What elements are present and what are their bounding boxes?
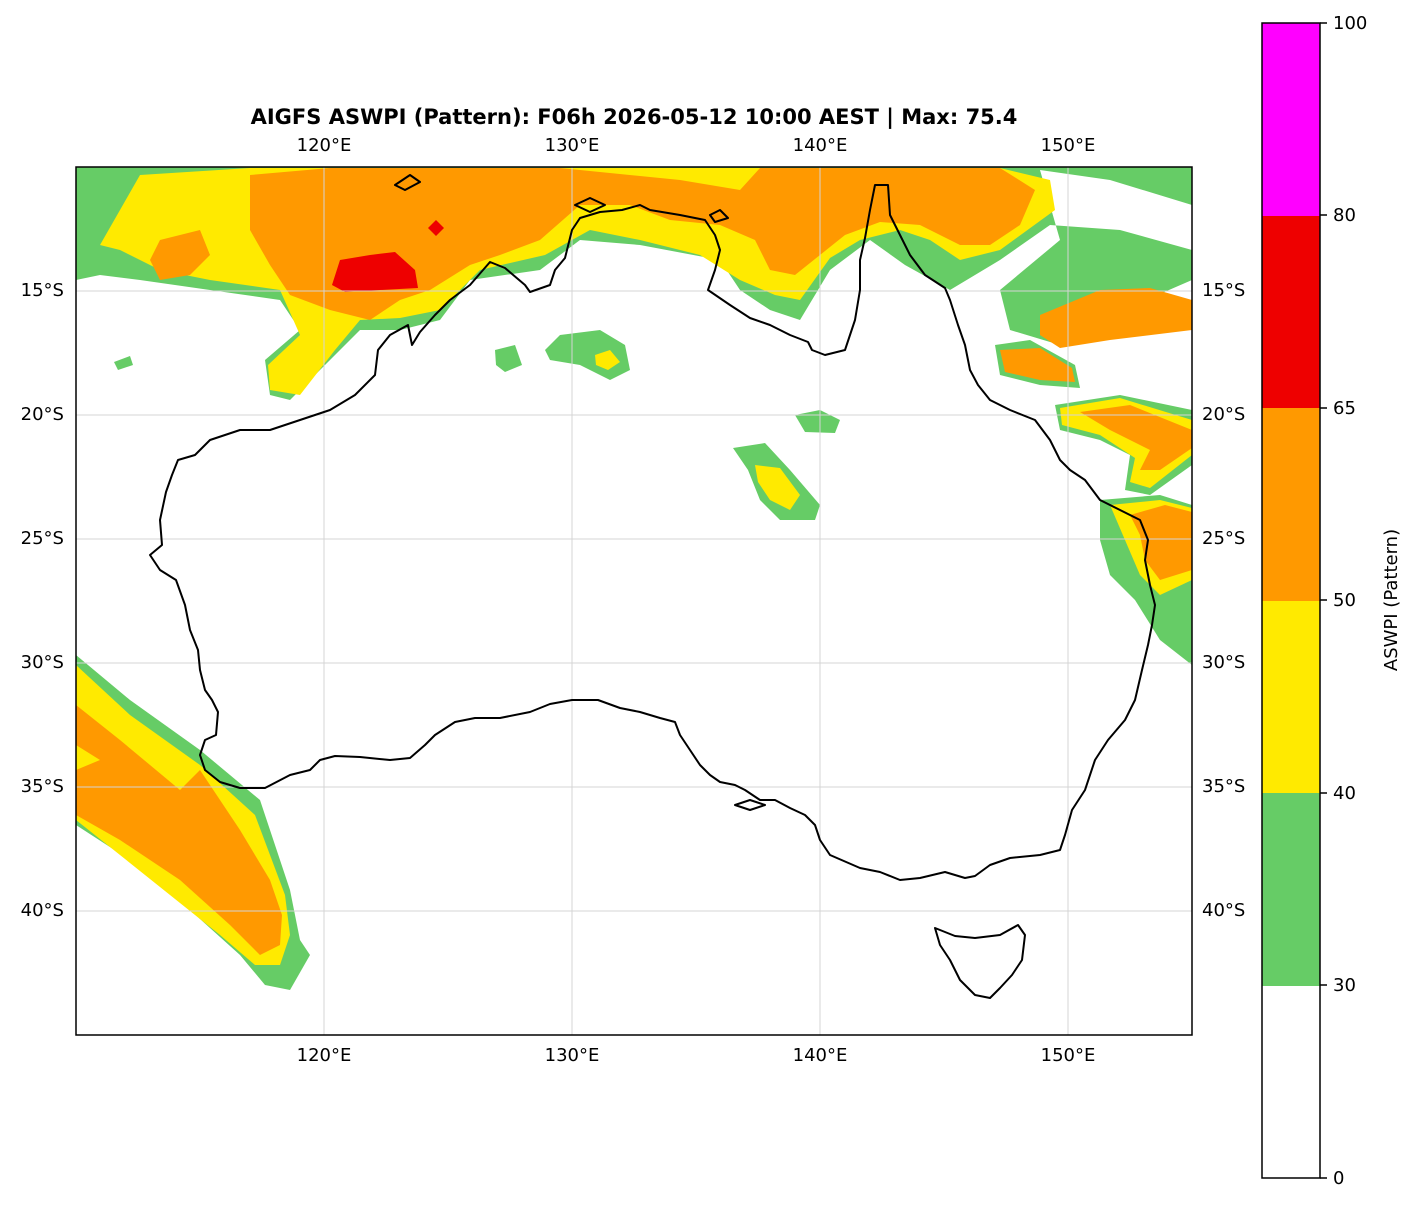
lon-labels-bottom: 120°E 130°E 140°E 150°E [297, 1045, 1096, 1066]
colorbar-tick-label-50: 50 [1333, 590, 1356, 611]
lat-label-right-25: 25°S [1202, 528, 1245, 549]
lat-label-right-35: 35°S [1202, 776, 1245, 797]
tasmania-coastline [934, 924, 1026, 999]
lat-label-left-35: 35°S [21, 776, 64, 797]
aswpi-65-north [332, 252, 418, 292]
aswpi-65-small [428, 220, 444, 236]
lon-label-top-130: 130°E [545, 135, 600, 156]
aswpi-30-blob-e [114, 356, 133, 370]
lat-label-right-15: 15°S [1202, 280, 1245, 301]
aswpi-50-west-blob [150, 230, 210, 280]
lat-label-right-40: 40°S [1202, 900, 1245, 921]
lat-label-left-25: 25°S [21, 528, 64, 549]
lat-label-left-20: 20°S [21, 404, 64, 425]
lat-labels-left: 15°S 20°S 25°S 30°S 35°S 40°S [21, 280, 64, 921]
aswpi-field [76, 167, 1192, 990]
coastlines [149, 174, 1156, 999]
map-frame [75, 166, 1193, 1036]
colorbar-segment-0-30 [1262, 985, 1320, 1178]
aswpi-50-east-1 [1040, 288, 1192, 348]
aswpi-50-east-2 [1000, 348, 1075, 382]
colorbar-segment-65-80 [1262, 215, 1320, 408]
aswpi-40-blob-a [595, 350, 620, 370]
lat-label-left-30: 30°S [21, 652, 64, 673]
lat-label-right-30: 30°S [1202, 652, 1245, 673]
gridlines [76, 167, 1192, 1035]
colorbar-tick-label-65: 65 [1333, 398, 1356, 419]
lon-label-bottom-150: 150°E [1041, 1045, 1096, 1066]
lon-label-bottom-130: 130°E [545, 1045, 600, 1066]
lon-labels-top: 120°E 130°E 140°E 150°E [297, 135, 1096, 156]
colorbar-tick-label-40: 40 [1333, 783, 1356, 804]
colorbar-segment-40-50 [1262, 600, 1320, 793]
colorbar-segment-80-100 [1262, 23, 1320, 216]
indonesia-coastline [394, 174, 729, 223]
lat-labels-right: 15°S 20°S 25°S 30°S 35°S 40°S [1202, 280, 1245, 921]
aswpi-30-blob-b [495, 345, 522, 372]
aswpi-30-blob-c [795, 410, 840, 433]
colorbar-tick-label-80: 80 [1333, 205, 1356, 226]
lon-label-top-120: 120°E [297, 135, 352, 156]
colorbar-tick-label-30: 30 [1333, 975, 1356, 996]
colorbar: 0 30 40 50 65 80 100 ASWPI (Pattern) [1261, 13, 1402, 1189]
aswpi-40-blob-d [755, 465, 800, 510]
australia-coastline [149, 184, 1156, 881]
lon-label-bottom-120: 120°E [297, 1045, 352, 1066]
map-title: AIGFS ASWPI (Pattern): F06h 2026-05-12 1… [251, 105, 1018, 130]
lon-label-top-140: 140°E [793, 135, 848, 156]
colorbar-segment-30-40 [1262, 793, 1320, 986]
colorbar-label: ASWPI (Pattern) [1381, 529, 1402, 671]
lat-label-right-20: 20°S [1202, 404, 1245, 425]
kangaroo-island-coastline [734, 799, 766, 811]
colorbar-tick-label-100: 100 [1333, 13, 1367, 34]
lon-label-top-150: 150°E [1041, 135, 1096, 156]
aswpi-50-north [250, 168, 1035, 320]
lat-label-left-15: 15°S [21, 280, 64, 301]
colorbar-tick-label-0: 0 [1333, 1168, 1344, 1189]
lon-label-bottom-140: 140°E [793, 1045, 848, 1066]
map-panel: 120°E 130°E 140°E 150°E 120°E 130°E 140°… [21, 135, 1246, 1066]
aswpi-50-southwest [76, 705, 282, 955]
lat-label-left-40: 40°S [21, 900, 64, 921]
aswpi-50-east-3 [1080, 405, 1192, 470]
colorbar-segment-50-65 [1262, 408, 1320, 601]
aswpi-50-east-4 [1130, 505, 1192, 580]
